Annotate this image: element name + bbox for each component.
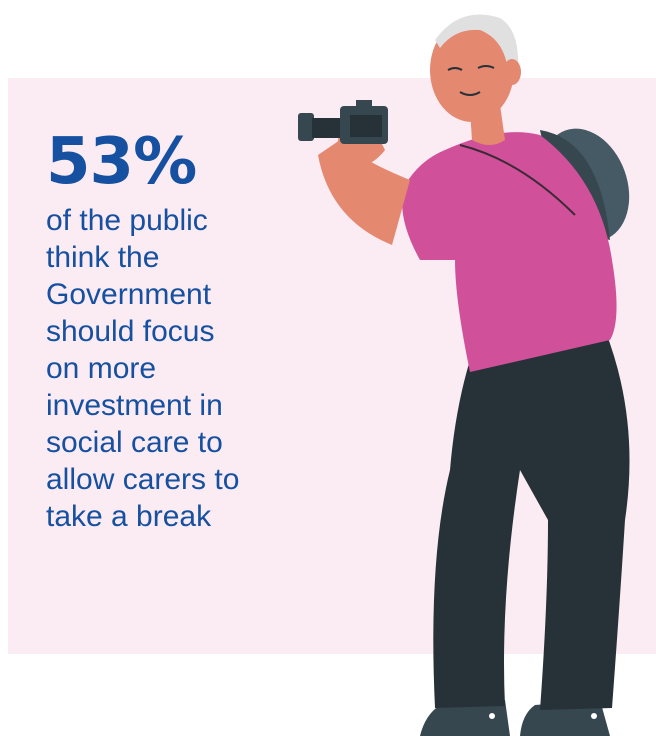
shirt — [402, 132, 617, 372]
camera-icon — [298, 100, 388, 144]
caption-line: on more — [46, 352, 157, 385]
caption-line: think the — [46, 241, 160, 274]
caption-line: take a break — [46, 500, 212, 533]
trousers — [433, 330, 630, 710]
elderly-man-with-camera-illustration — [298, 14, 630, 736]
head — [430, 14, 521, 145]
stat-value: 53% — [46, 125, 197, 199]
caption-line: Government — [46, 278, 212, 311]
caption-line: investment in — [46, 389, 223, 422]
caption-line: of the public — [46, 204, 208, 237]
stat-caption: of the public think the Government shoul… — [46, 202, 316, 535]
caption-line: should focus — [46, 315, 215, 348]
caption-line: allow carers to — [46, 463, 240, 496]
caption-line: social care to — [46, 426, 223, 459]
